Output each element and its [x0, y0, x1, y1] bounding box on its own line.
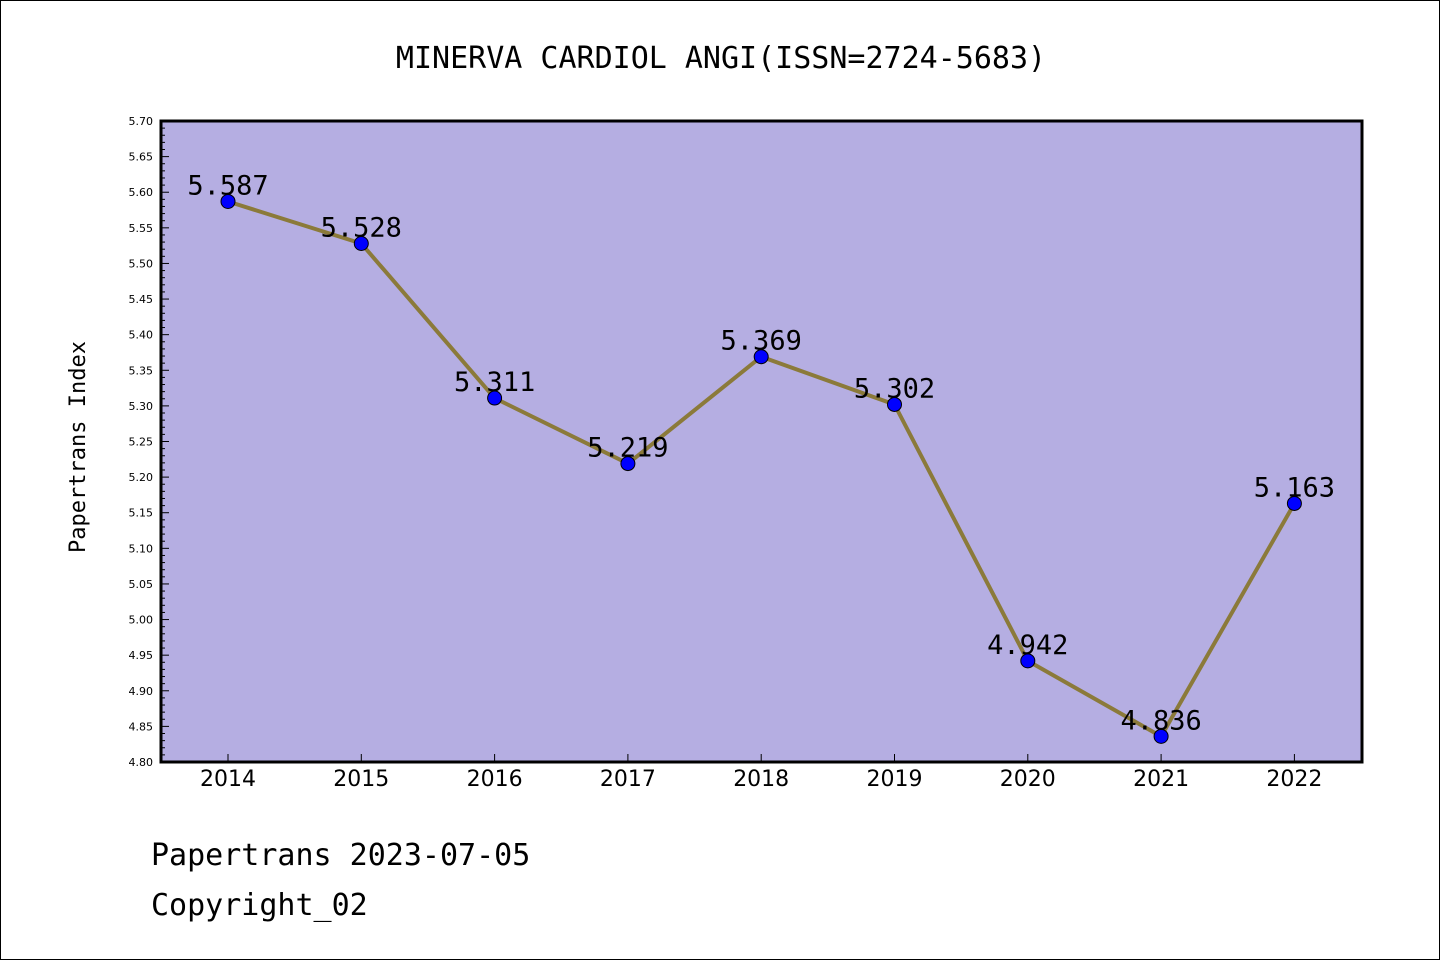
y-tick-label: 5.00 [129, 614, 154, 627]
y-tick-label: 4.80 [129, 756, 154, 769]
y-tick-label: 5.25 [129, 436, 154, 449]
y-tick-label: 5.45 [129, 293, 154, 306]
y-axis-label: Papertrans Index [66, 341, 91, 553]
y-axis-ticks: 4.80 4.85 4.90 4.95 5.00 5.05 5.10 5.15 5.20 5.25… [129, 115, 169, 769]
x-tick-label: 2018 [733, 767, 789, 792]
x-tick-label: 2019 [867, 767, 923, 792]
y-tick-label: 5.35 [129, 364, 154, 377]
data-label: 5.219 [587, 433, 668, 464]
data-label: 5.163 [1254, 472, 1335, 503]
y-tick-label: 5.65 [129, 151, 154, 164]
data-label: 4.836 [1120, 705, 1201, 736]
footer-date: Papertrans 2023-07-05 [151, 838, 530, 873]
y-tick-label: 5.10 [129, 542, 154, 555]
x-tick-label: 2015 [333, 767, 389, 792]
data-point [887, 396, 902, 412]
data-point [487, 390, 503, 406]
y-tick-label: 4.90 [129, 685, 154, 698]
y-tick-label: 4.95 [129, 649, 154, 662]
data-label: 5.587 [187, 170, 268, 201]
y-tick-label: 5.30 [129, 400, 154, 413]
data-point [620, 456, 636, 472]
data-markers [220, 193, 1302, 744]
plot-area [159, 119, 1364, 764]
footer-copyright: Copyright_02 [151, 888, 368, 923]
data-label: 5.369 [721, 326, 802, 357]
data-point [1286, 495, 1302, 511]
x-tick-label: 2020 [1000, 767, 1056, 792]
data-label: 5.302 [854, 373, 935, 404]
y-tick-label: 5.05 [129, 578, 154, 591]
data-label: 5.528 [321, 213, 402, 244]
y-tick-label: 5.40 [129, 329, 154, 342]
x-tick-label: 2021 [1133, 767, 1189, 792]
y-tick-label: 5.50 [129, 257, 154, 270]
chart-title: MINERVA CARDIOL ANGI(ISSN=2724-5683) [396, 41, 1046, 76]
data-labels: 5.587 5.528 5.311 5.219 5.369 5.302 4.942 4.836… [187, 170, 1335, 736]
y-tick-label: 5.70 [129, 115, 154, 128]
y-tick-label: 4.85 [129, 720, 154, 733]
data-point [1153, 728, 1169, 744]
y-tick-label: 5.15 [129, 507, 154, 520]
data-point [353, 236, 369, 252]
y-tick-label: 5.60 [129, 186, 154, 199]
data-point [220, 193, 236, 209]
y-tick-label: 5.55 [129, 222, 154, 235]
x-tick-label: 2017 [600, 767, 656, 792]
x-axis-ticks: 2014 2015 2016 2017 2018 2019 2020 2021 2022 [200, 754, 1322, 792]
data-point [1020, 653, 1036, 669]
x-tick-label: 2016 [467, 767, 523, 792]
x-tick-label: 2014 [200, 767, 256, 792]
data-label: 4.942 [987, 630, 1068, 661]
data-point [753, 349, 769, 365]
x-tick-label: 2022 [1266, 767, 1322, 792]
y-tick-label: 5.20 [129, 471, 154, 484]
data-label: 5.311 [454, 367, 535, 398]
